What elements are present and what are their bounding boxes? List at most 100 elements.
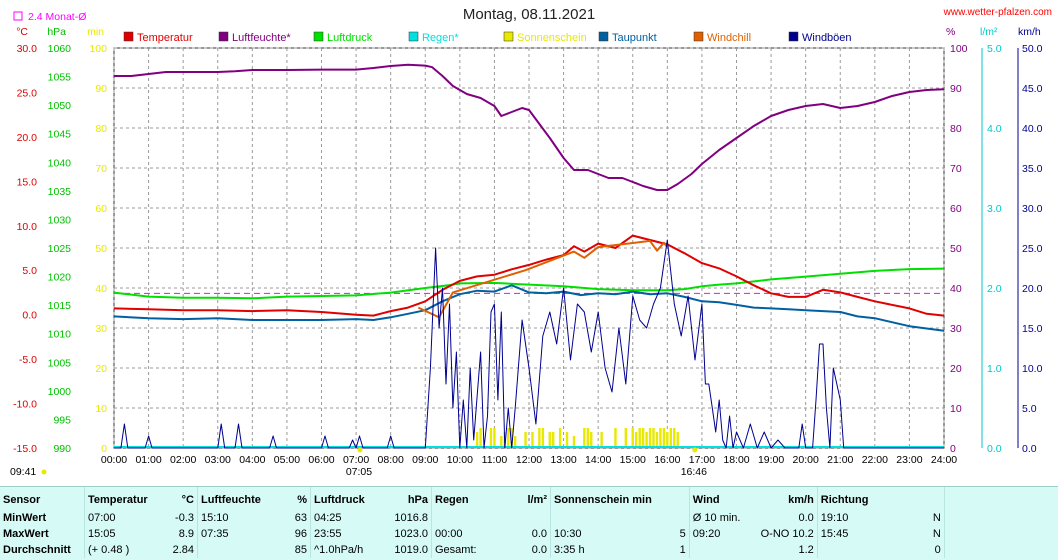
x-tick-label: 23:00 [896,454,922,466]
kmh-tick-label: 15.0 [1022,323,1043,335]
sunshine-bar [673,428,676,448]
cell-sun-value [655,510,690,526]
kmh-tick-label: 45.0 [1022,83,1043,95]
kmh-tick-label: 5.0 [1022,403,1037,415]
cell-sun-value: 1 [679,544,686,556]
temp-tick-label: 20.0 [17,132,38,144]
hpa-tick-label: 1025 [48,243,72,255]
hdr-luftfeuchte: Luftfeuchte [197,487,264,510]
legend-swatch-temperatur [123,31,134,42]
stats-panel: Sensor Temperatur °C Luftfeuchte % Luftd… [0,486,1058,560]
legend-swatch-windchill [693,31,704,42]
hdr-sensor: Sensor [3,494,41,506]
cell-pres-time: 23:55 [310,526,377,542]
min-tick-label: 60 [95,203,107,215]
chart-svg: 00:00 01:00 02:00 03:00 04:00 05:00 06:00 07:00… [10,11,1043,478]
cell-wind-value: O-NO 10.2 [760,528,814,540]
monat-label: 2.4 Monat-Ø [28,11,86,23]
kmh-unit: km/h [1018,26,1041,38]
sunshine-bar [586,428,589,448]
stats-header-row: Sensor Temperatur °C Luftfeuchte % Luftd… [0,487,1058,510]
kmh-tick-label: 40.0 [1022,123,1043,135]
pct-tick-label: 60 [950,203,962,215]
lm2-tick-label: 0.0 [987,443,1002,455]
sunshine-bar [500,436,503,448]
hpa-tick-label: 1045 [48,129,72,141]
x-tick-label: 03:00 [205,454,231,466]
legend-swatch-windboeen [788,31,799,42]
pct-tick-label: 70 [950,163,962,175]
cell-wind-value: 0.0 [798,512,814,524]
stats-row-avg: Durchschnitt (+ 0.48 ) 2.84 85 ^1.0hPa/h… [0,542,1058,558]
sunshine-bar [659,428,662,448]
cell-rain-time [431,510,498,526]
cell-wind-time [688,542,751,558]
cell-dir-value: N [932,528,941,540]
stats-spacer [943,510,1058,526]
legend-label-taupunkt: Taupunkt [612,32,657,44]
temp-tick-label: 30.0 [17,43,38,55]
temp-tick-label: -5.0 [19,354,37,366]
x-tick-label: 00:00 [101,454,127,466]
temp-tick-label: 5.0 [22,265,37,277]
legend-label-sonnenschein: Sonnenschein [517,32,587,44]
lm2-tick-label: 4.0 [987,123,1002,135]
hpa-tick-label: 1050 [48,100,72,112]
sunshine-bar [652,428,655,448]
sunshine-bar [638,428,641,448]
temp-tick-label: 25.0 [17,87,38,99]
sunshine-bar [531,432,534,448]
x-tick-label: 15:00 [620,454,646,466]
hpa-tick-label: 1015 [48,300,72,312]
hdr-richtung: Richtung [816,487,884,510]
min-tick-label: 90 [95,83,107,95]
cell-sun-time: 3:35 h [549,542,655,558]
sunshine-bar [572,436,576,448]
legend-swatch-luftdruck [313,31,324,42]
sunset-marker [692,447,698,453]
series-line-windboeen [114,239,944,449]
min-tick-label: 20 [95,363,107,375]
hdr-richtung-unit [884,487,945,510]
sunshine-bar [538,428,541,448]
x-tick-label: 11:00 [482,454,508,466]
pct-tick-label: 0 [950,443,956,455]
hpa-tick-label: 1060 [48,43,72,55]
sunshine-bar [565,432,569,448]
pct-tick-label: 20 [950,363,962,375]
sunshine-bar [666,432,669,448]
x-tick-label: 16:00 [654,454,680,466]
min-tick-label: 30 [95,323,107,335]
cell-hum-value: 85 [294,544,307,556]
sunshine-bar [669,428,672,448]
legend-swatch-regen [408,31,419,42]
x-tick-label: 24:00 [931,454,957,466]
min-tick-label: 10 [95,403,107,415]
monat-marker [13,11,23,21]
x-tick-label: 21:00 [827,454,853,466]
cell-temp-value: -0.3 [175,512,194,524]
lm2-tick-label: 2.0 [987,283,1002,295]
hdr-wind: Wind [688,487,751,510]
temp-tick-label: 15.0 [17,176,38,188]
sunshine-bar [552,432,555,448]
row-label: MaxWert [3,528,49,540]
min-tick-label: 0 [101,443,107,455]
hdr-luftdruck-unit: hPa [407,494,428,506]
cell-temp-value: 2.84 [172,544,194,556]
dawn-label: 09:41 [10,466,36,478]
lm2-unit: l/m² [980,26,998,38]
hpa-unit: hPa [47,26,66,38]
hpa-tick-label: 990 [53,443,71,455]
sunset-label: 16:46 [681,466,707,478]
site-link[interactable]: www.wetter-pfalzen.com [943,7,1052,18]
kmh-tick-label: 20.0 [1022,283,1043,295]
kmh-tick-label: 10.0 [1022,363,1043,375]
sunshine-bar [614,428,617,448]
dawn-marker [41,469,47,475]
hpa-tick-label: 995 [53,414,71,426]
min-tick-label: 80 [95,123,107,135]
cell-hum-time: 15:10 [197,510,264,526]
sunshine-bar [583,428,586,448]
weather-chart: 00:00 01:00 02:00 03:00 04:00 05:00 06:00 07:00… [10,6,1052,478]
